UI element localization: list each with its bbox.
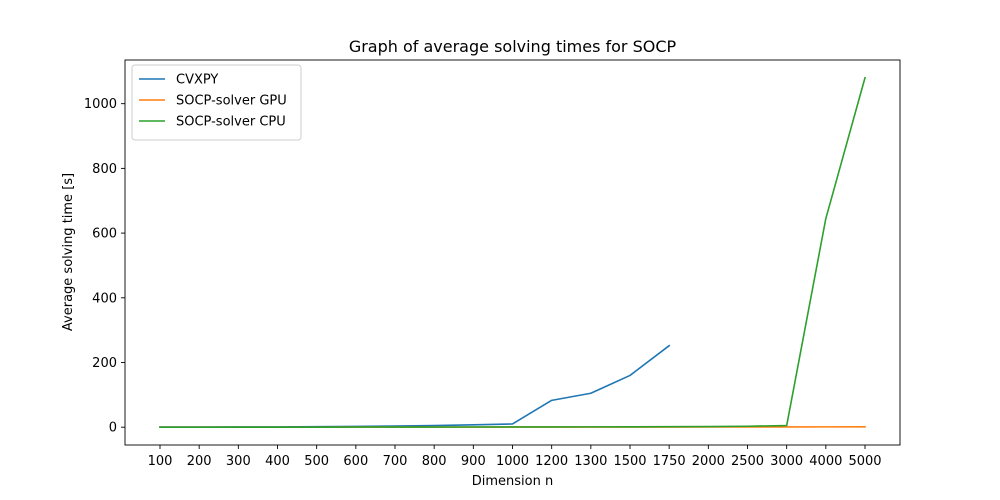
x-axis-title: Dimension n	[472, 474, 553, 489]
x-tick-label: 4000	[809, 454, 842, 469]
x-tick-label: 1000	[496, 454, 529, 469]
y-tick-label: 0	[109, 421, 117, 436]
x-tick-label: 1750	[653, 454, 686, 469]
x-tick-label: 300	[226, 454, 251, 469]
legend-label-0: CVXPY	[176, 73, 218, 88]
x-tick-label: 600	[343, 454, 368, 469]
x-tick-label: 500	[304, 454, 329, 469]
chart-title: Graph of average solving times for SOCP	[349, 37, 677, 56]
legend-label-2: SOCP-solver CPU	[176, 115, 286, 130]
x-tick-label: 100	[148, 454, 173, 469]
axes: 100 200 300 400 500 600 700 800 900 1000 1200 1300 1…	[84, 59, 901, 469]
x-tick-label: 400	[265, 454, 290, 469]
x-tick-label: 2500	[731, 454, 764, 469]
y-axis-title: Average solving time [s]	[61, 173, 76, 331]
x-tick-label: 3000	[770, 454, 803, 469]
x-tick-label: 2000	[692, 454, 725, 469]
y-tick-label: 800	[92, 162, 117, 177]
y-tick-label: 1000	[84, 97, 117, 112]
y-tick-label: 400	[92, 291, 117, 306]
x-tick-label: 800	[422, 454, 447, 469]
legend-box	[131, 64, 302, 141]
y-tick-label: 200	[92, 356, 117, 371]
x-tick-label: 1500	[613, 454, 646, 469]
x-tick-label: 1200	[535, 454, 568, 469]
legend: CVXPY SOCP-solver GPU SOCP-solver CPU	[131, 64, 302, 141]
legend-label-1: SOCP-solver GPU	[176, 94, 287, 109]
plot-area	[159, 76, 866, 428]
series-line-2	[159, 76, 866, 428]
x-tick-label: 700	[383, 454, 408, 469]
x-tick-label: 1300	[574, 454, 607, 469]
x-tick-label: 200	[187, 454, 212, 469]
y-tick-label: 600	[92, 227, 117, 242]
x-tick-label: 900	[461, 454, 486, 469]
x-tick-label: 5000	[848, 454, 881, 469]
